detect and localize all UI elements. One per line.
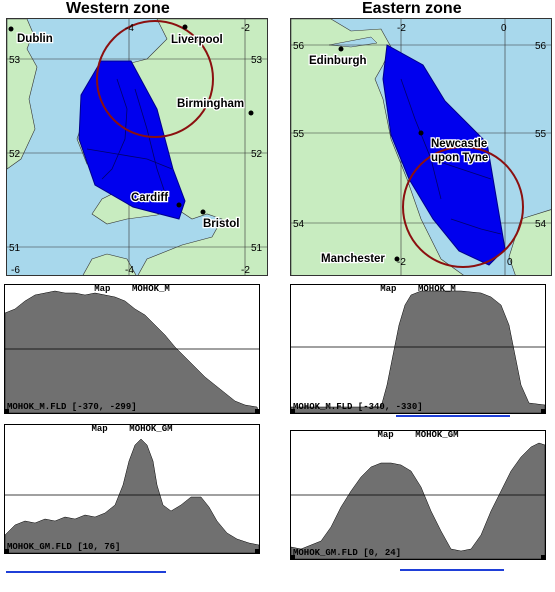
- panel-footer: MOHOK_M.FLD [-340, -330]: [293, 402, 423, 412]
- panel-corner: [291, 555, 295, 559]
- panel-corner: [291, 409, 295, 413]
- western-zone-title: Western zone: [66, 0, 170, 17]
- profile-area: [291, 290, 545, 413]
- profile-area: [291, 442, 545, 559]
- western-map: Dublin Liverpool Birmingham Cardiff Bris…: [6, 18, 268, 276]
- eastern-profile-panel-1: Map MOHOK_M MOHOK_M.FLD [-340, -330]: [290, 284, 546, 414]
- profile-area: [5, 290, 259, 413]
- western-zone-circle: [96, 20, 214, 138]
- panel-corner: [541, 409, 545, 413]
- panel-footer: MOHOK_M.FLD [-370, -299]: [7, 402, 137, 412]
- accent-underline: [6, 571, 166, 573]
- eastern-zone-title: Eastern zone: [362, 0, 462, 17]
- western-zone-polygon: [78, 60, 186, 220]
- panel-corner: [5, 549, 9, 553]
- panel-corner: [541, 555, 545, 559]
- western-profile-panel-1: Map MOHOK_M MOHOK_M.FLD [-370, -299]: [4, 284, 260, 414]
- eastern-zone-polygon: [382, 44, 506, 266]
- panel-title: Map MOHOK_GM: [377, 430, 459, 440]
- panel-title: Map MOHOK_M: [380, 284, 456, 294]
- panel-footer: MOHOK_GM.FLD [0, 24]: [293, 548, 402, 558]
- panel-corner: [255, 549, 259, 553]
- panel-title: Map MOHOK_GM: [91, 424, 173, 434]
- eastern-profile-panel-2: Map MOHOK_GM MOHOK_GM.FLD [0, 24]: [290, 430, 546, 560]
- accent-underline: [396, 415, 510, 417]
- panel-corner: [255, 409, 259, 413]
- eastern-map: Edinburgh Newcastle upon Tyne Manchester…: [290, 18, 552, 276]
- profile-area: [5, 438, 259, 553]
- panel-footer: MOHOK_GM.FLD [10, 76]: [7, 542, 121, 552]
- panel-corner: [5, 409, 9, 413]
- western-profile-panel-2: Map MOHOK_GM MOHOK_GM.FLD [10, 76]: [4, 424, 260, 554]
- panel-title: Map MOHOK_M: [94, 284, 170, 294]
- eastern-zone-circle: [402, 146, 524, 268]
- accent-underline: [400, 569, 504, 571]
